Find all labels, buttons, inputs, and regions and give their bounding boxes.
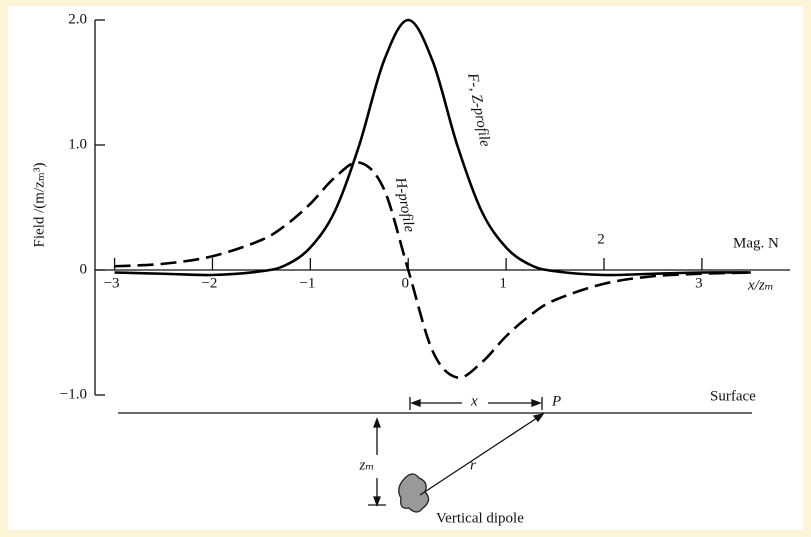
dipole-body xyxy=(398,473,430,513)
x-tick-label: 2 xyxy=(597,231,605,247)
source-label: Vertical dipole xyxy=(436,510,524,526)
x-tick-label: −3 xyxy=(104,275,120,291)
y-tick-label: 2.0 xyxy=(68,11,87,27)
dipole-diagram: Surface P x zₘ r Vertical dipole xyxy=(118,388,756,526)
arrowhead xyxy=(532,412,545,423)
arrowheads xyxy=(373,417,381,507)
x-tick-label: 0 xyxy=(401,275,409,291)
series-label: F-, Z-profile xyxy=(464,71,493,148)
top-axis-label: Mag. N xyxy=(733,235,779,251)
radius-label: r xyxy=(470,457,476,473)
distance-label: x xyxy=(470,393,478,409)
x-tick-label: 3 xyxy=(695,275,703,291)
series-line xyxy=(114,18,751,277)
depth-label: zₘ xyxy=(358,457,374,473)
x-tick-label: −1 xyxy=(299,275,315,291)
x-tick-label: −2 xyxy=(201,275,217,291)
surface-label: Surface xyxy=(710,388,756,404)
x-tick-label: 1 xyxy=(499,275,507,291)
x-axis-label: x/zₘ xyxy=(747,277,774,293)
figure-frame xyxy=(8,6,803,530)
y-tick-label: 0 xyxy=(80,261,88,277)
radius-arrow xyxy=(419,415,541,496)
y-tick-label: −1.0 xyxy=(60,386,87,402)
arrowheads xyxy=(410,399,542,407)
series-line xyxy=(114,161,751,379)
y-tick-label: 1.0 xyxy=(68,136,87,152)
y-axis-label: Field /(m/zₘ³) xyxy=(31,163,47,248)
point-label: P xyxy=(551,393,561,409)
